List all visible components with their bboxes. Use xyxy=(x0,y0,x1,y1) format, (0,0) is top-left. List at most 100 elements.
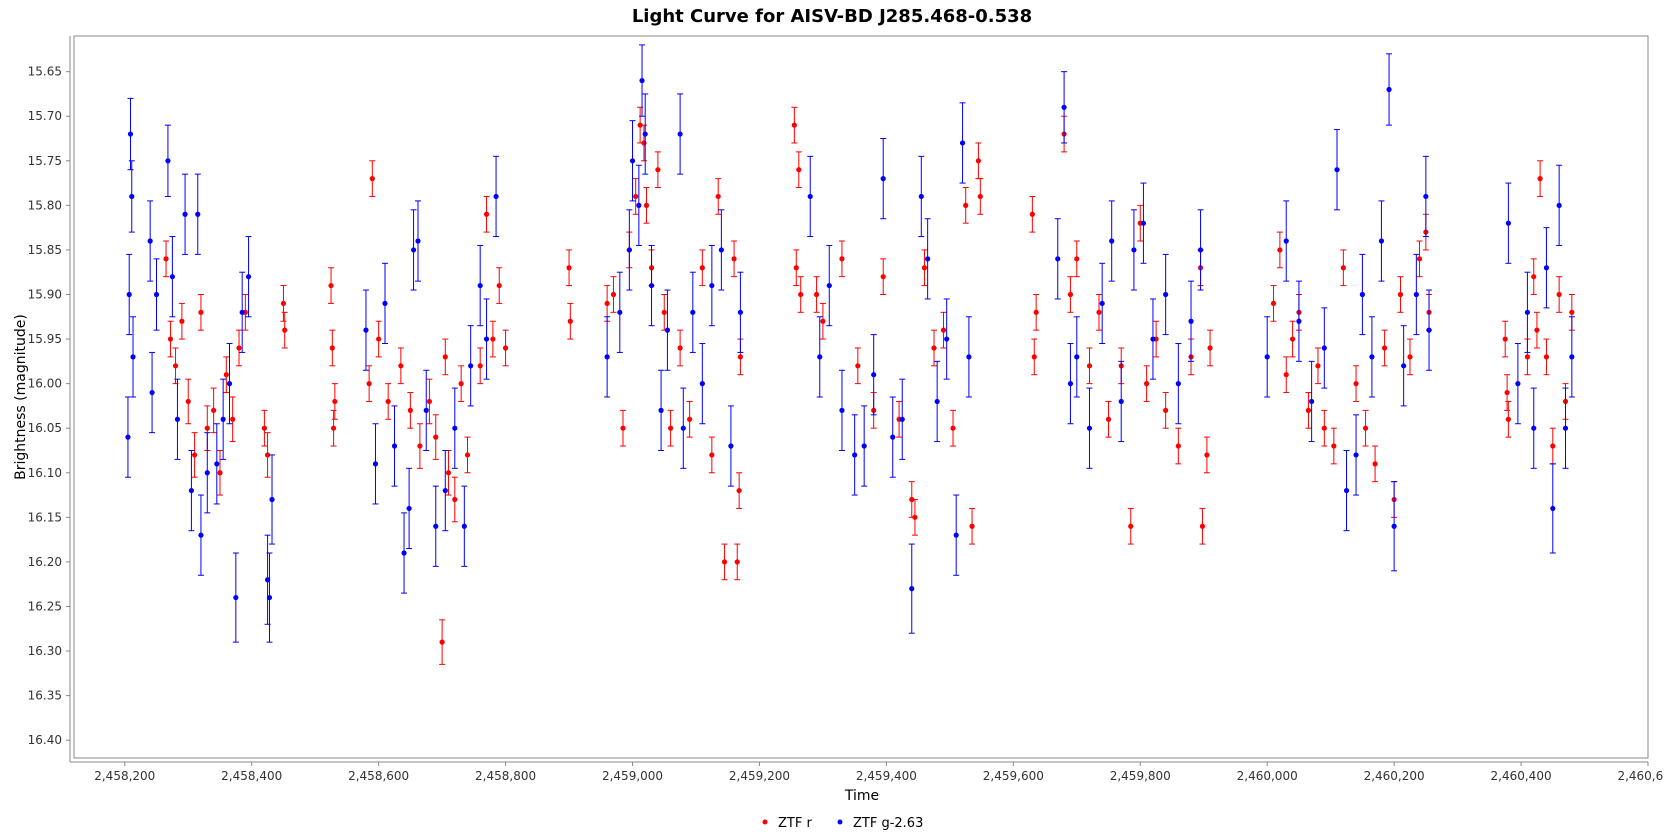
data-point-ztf-r xyxy=(734,559,740,565)
data-point-ztf-g xyxy=(677,131,683,137)
data-point-ztf-r xyxy=(369,176,375,182)
y-tick-label: 15.70 xyxy=(28,109,62,123)
data-point-ztf-g xyxy=(1074,354,1080,360)
y-tick-label: 16.35 xyxy=(28,689,62,703)
data-point-ztf-r xyxy=(1504,389,1510,396)
data-point-ztf-r xyxy=(204,425,210,431)
data-point-ztf-r xyxy=(172,363,179,369)
data-point-ztf-r xyxy=(496,282,502,289)
data-point-ztf-r xyxy=(426,398,433,405)
data-point-ztf-r xyxy=(1321,425,1327,431)
y-tick-label: 15.90 xyxy=(28,287,62,301)
x-tick-label: 2,460,400 xyxy=(1491,769,1552,783)
data-point-ztf-g xyxy=(617,309,623,315)
data-point-ztf-r xyxy=(813,291,820,298)
x-tick-label: 2,460,200 xyxy=(1364,769,1425,783)
chart-title: Light Curve for AISV-BD J285.468-0.538 xyxy=(632,6,1032,27)
plot-area xyxy=(73,35,1649,759)
data-point-ztf-g xyxy=(410,247,417,253)
y-tick-label: 15.75 xyxy=(28,154,62,168)
data-point-ztf-r xyxy=(217,470,223,476)
data-point-ztf-r xyxy=(1175,443,1181,449)
data-point-ztf-g xyxy=(188,487,195,494)
data-point-ztf-g xyxy=(944,336,950,342)
data-point-ztf-g xyxy=(1055,256,1061,262)
data-point-ztf-g xyxy=(1188,318,1194,324)
data-point-ztf-g xyxy=(1099,300,1105,307)
data-point-ztf-g xyxy=(130,354,136,360)
y-axis-label: Brightness (magnitude) xyxy=(13,314,29,480)
data-point-ztf-r xyxy=(1505,416,1511,422)
data-point-ztf-r xyxy=(442,354,448,360)
data-point-ztf-g xyxy=(1140,220,1147,226)
data-point-ztf-g xyxy=(233,594,239,601)
data-point-ztf-g xyxy=(264,577,271,583)
data-point-ztf-r xyxy=(839,256,845,262)
data-point-ztf-r xyxy=(1382,345,1388,351)
data-point-ztf-g xyxy=(406,505,412,512)
data-point-ztf-g xyxy=(391,443,398,449)
data-point-ztf-g xyxy=(639,77,645,84)
data-point-ztf-g xyxy=(493,193,499,200)
data-point-ztf-r xyxy=(198,309,204,315)
data-point-ztf-g xyxy=(1369,354,1375,360)
data-point-ztf-r xyxy=(328,282,334,289)
data-point-ztf-g xyxy=(266,594,273,601)
data-point-ztf-r xyxy=(1524,354,1531,360)
data-point-ztf-g xyxy=(1378,238,1385,244)
legend: ZTF r ZTF g-2.63 xyxy=(762,816,923,831)
data-point-ztf-r xyxy=(452,496,458,503)
data-point-ztf-r xyxy=(439,639,445,645)
y-tick-label: 15.85 xyxy=(28,243,62,257)
y-tick-label: 15.65 xyxy=(28,65,62,79)
data-point-ztf-r xyxy=(1270,300,1277,307)
data-point-ztf-g xyxy=(709,282,715,289)
data-point-ztf-r xyxy=(417,443,423,449)
legend-label-ztf-r: ZTF r xyxy=(778,816,812,831)
data-point-ztf-g xyxy=(198,532,204,538)
data-point-ztf-r xyxy=(641,140,647,146)
data-point-ztf-r xyxy=(715,193,721,200)
data-point-ztf-r xyxy=(1531,274,1537,280)
data-point-ztf-r xyxy=(191,452,198,458)
data-point-ztf-g xyxy=(934,398,940,405)
data-point-ztf-r xyxy=(1074,256,1080,262)
data-point-ztf-r xyxy=(458,381,464,387)
data-point-ztf-r xyxy=(185,398,191,405)
data-point-ztf-r xyxy=(223,372,229,378)
data-point-ztf-r xyxy=(1031,354,1037,360)
data-point-ztf-r xyxy=(567,318,573,324)
y-tick-label: 16.00 xyxy=(28,377,62,391)
data-point-ztf-r xyxy=(1086,363,1093,369)
data-point-ztf-g xyxy=(1550,505,1556,512)
data-point-ztf-r xyxy=(282,327,288,333)
data-point-ztf-g xyxy=(699,381,705,387)
data-point-ztf-r xyxy=(793,265,799,271)
data-point-ztf-r xyxy=(1550,443,1556,449)
data-point-ztf-r xyxy=(1305,407,1312,413)
data-point-ztf-g xyxy=(1163,291,1169,298)
data-point-ztf-r xyxy=(699,265,705,271)
data-point-ztf-r xyxy=(1128,523,1134,529)
data-point-ztf-r xyxy=(211,407,217,413)
data-point-ztf-r xyxy=(940,327,947,333)
data-point-ztf-r xyxy=(1340,265,1346,271)
data-point-ztf-g xyxy=(636,202,642,208)
x-tick-label: 2,459,400 xyxy=(856,769,917,783)
data-point-ztf-g xyxy=(1067,381,1074,387)
x-tick-label: 2,459,200 xyxy=(729,769,790,783)
data-point-ztf-g xyxy=(127,131,134,137)
data-point-ztf-r xyxy=(1204,452,1210,458)
data-point-ztf-r xyxy=(721,559,728,565)
data-point-ztf-g xyxy=(1531,425,1537,431)
data-point-ztf-g xyxy=(817,354,823,360)
legend-label-ztf-g: ZTF g-2.63 xyxy=(853,816,923,831)
data-point-ztf-r xyxy=(977,193,983,200)
data-point-ztf-g xyxy=(959,140,966,146)
data-point-ztf-r xyxy=(604,300,610,307)
data-point-ztf-g xyxy=(880,176,886,182)
data-point-ztf-r xyxy=(1096,309,1102,315)
data-point-ztf-r xyxy=(820,318,826,324)
data-point-ztf-g xyxy=(629,158,636,164)
